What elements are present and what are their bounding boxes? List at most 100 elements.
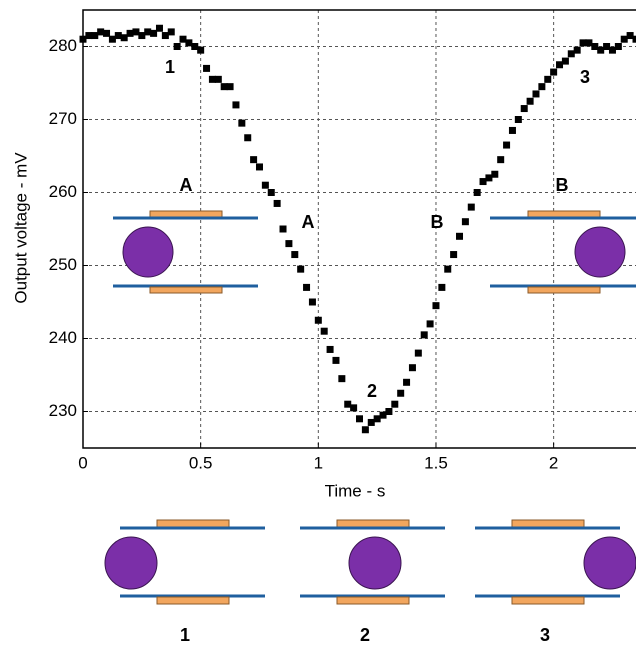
particle bbox=[122, 226, 174, 278]
annotation: A bbox=[302, 212, 315, 232]
data-point bbox=[103, 29, 111, 37]
data-point bbox=[185, 39, 193, 47]
bottom-diagram-2 bbox=[300, 519, 445, 605]
data-point bbox=[261, 181, 269, 189]
data-point bbox=[167, 28, 175, 36]
data-point bbox=[379, 411, 387, 419]
electrode bbox=[511, 596, 585, 605]
annotation: B bbox=[556, 175, 569, 195]
data-point bbox=[426, 320, 434, 328]
data-point bbox=[114, 32, 122, 40]
electrode bbox=[149, 286, 223, 294]
annotation: B bbox=[431, 212, 444, 232]
data-point bbox=[232, 101, 240, 109]
data-point bbox=[208, 75, 216, 83]
y-tick-label: 230 bbox=[49, 401, 77, 420]
data-point bbox=[79, 35, 87, 43]
electrode bbox=[336, 519, 410, 528]
data-point bbox=[320, 327, 328, 335]
electrode bbox=[156, 519, 230, 528]
electrode bbox=[527, 210, 601, 218]
inset-diagram-left bbox=[113, 210, 258, 294]
data-point bbox=[285, 240, 293, 248]
data-point bbox=[514, 116, 522, 123]
data-point bbox=[203, 64, 211, 72]
data-point bbox=[144, 28, 152, 36]
data-point bbox=[150, 29, 158, 37]
data-point bbox=[356, 415, 363, 423]
particle bbox=[583, 536, 636, 590]
data-point bbox=[314, 316, 322, 324]
data-point bbox=[520, 105, 528, 113]
data-point bbox=[408, 364, 416, 372]
electrode bbox=[149, 210, 223, 218]
data-point bbox=[544, 75, 552, 83]
data-point bbox=[303, 283, 311, 291]
data-point bbox=[461, 218, 469, 226]
data-point bbox=[444, 265, 452, 273]
annotation: A bbox=[180, 175, 193, 195]
data-point bbox=[573, 46, 581, 54]
data-point bbox=[508, 126, 516, 134]
data-point bbox=[485, 174, 493, 182]
data-point bbox=[161, 32, 169, 40]
data-point bbox=[608, 46, 616, 54]
data-point bbox=[538, 83, 546, 91]
data-point bbox=[155, 24, 163, 32]
diagram-label: 3 bbox=[540, 625, 550, 645]
data-point bbox=[214, 75, 222, 83]
y-tick-label: 240 bbox=[49, 328, 77, 347]
particle bbox=[348, 536, 402, 590]
data-point bbox=[361, 426, 369, 434]
data-point bbox=[497, 156, 505, 164]
data-point bbox=[550, 68, 558, 76]
data-point bbox=[450, 251, 458, 259]
data-point bbox=[614, 43, 622, 50]
y-tick-label: 250 bbox=[49, 255, 77, 274]
data-point bbox=[414, 349, 422, 357]
data-point bbox=[526, 97, 534, 105]
data-point bbox=[391, 400, 399, 408]
data-point bbox=[126, 29, 134, 37]
data-point bbox=[467, 203, 475, 211]
annotation: 3 bbox=[580, 67, 590, 87]
data-point bbox=[403, 378, 411, 386]
data-point bbox=[250, 156, 258, 164]
data-point bbox=[267, 189, 275, 196]
y-axis-label: Output voltage - mV bbox=[11, 152, 30, 304]
electrode bbox=[511, 519, 585, 528]
data-point bbox=[120, 34, 128, 42]
data-point bbox=[626, 32, 634, 40]
inset-diagram-right bbox=[490, 210, 636, 294]
data-point bbox=[567, 50, 575, 58]
data-point bbox=[420, 331, 428, 339]
annotation: 1 bbox=[165, 57, 175, 77]
electrode bbox=[527, 286, 601, 294]
data-point bbox=[373, 415, 381, 423]
data-point bbox=[332, 356, 340, 364]
electrode bbox=[156, 596, 230, 605]
data-point bbox=[338, 375, 346, 383]
data-point bbox=[597, 46, 605, 54]
bottom-diagram-3 bbox=[475, 519, 636, 605]
data-point bbox=[561, 57, 569, 65]
data-point bbox=[491, 170, 499, 178]
bottom-diagram-1 bbox=[104, 519, 265, 605]
x-tick-label: 1.5 bbox=[424, 453, 448, 472]
data-point bbox=[456, 232, 464, 240]
data-point bbox=[603, 43, 611, 50]
data-point bbox=[197, 46, 205, 54]
electrode bbox=[336, 596, 410, 605]
x-tick-label: 2 bbox=[549, 453, 558, 472]
data-point bbox=[632, 35, 636, 43]
data-point bbox=[585, 39, 593, 47]
data-point bbox=[344, 400, 352, 408]
data-point bbox=[91, 32, 99, 40]
data-point bbox=[532, 90, 540, 98]
data-point bbox=[279, 225, 287, 233]
data-point bbox=[291, 251, 299, 259]
data-point bbox=[220, 83, 228, 91]
data-point bbox=[308, 298, 316, 306]
data-point bbox=[438, 283, 446, 291]
